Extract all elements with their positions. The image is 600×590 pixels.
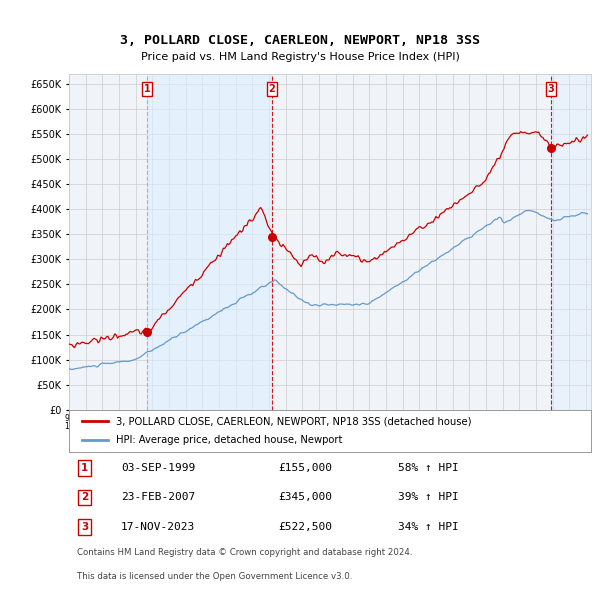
- Text: £345,000: £345,000: [278, 493, 332, 503]
- Text: This data is licensed under the Open Government Licence v3.0.: This data is licensed under the Open Gov…: [77, 572, 352, 581]
- Bar: [551, 74, 591, 409]
- Text: 39% ↑ HPI: 39% ↑ HPI: [398, 493, 458, 503]
- Text: Price paid vs. HM Land Registry's House Price Index (HPI): Price paid vs. HM Land Registry's House …: [140, 52, 460, 61]
- Text: 2: 2: [268, 84, 275, 94]
- Text: 3, POLLARD CLOSE, CAERLEON, NEWPORT, NP18 3SS: 3, POLLARD CLOSE, CAERLEON, NEWPORT, NP1…: [120, 34, 480, 47]
- Text: 1: 1: [81, 463, 88, 473]
- Text: Contains HM Land Registry data © Crown copyright and database right 2024.: Contains HM Land Registry data © Crown c…: [77, 548, 412, 557]
- Text: 03-SEP-1999: 03-SEP-1999: [121, 463, 196, 473]
- Text: HPI: Average price, detached house, Newport: HPI: Average price, detached house, Newp…: [116, 435, 343, 445]
- Text: 3, POLLARD CLOSE, CAERLEON, NEWPORT, NP18 3SS (detached house): 3, POLLARD CLOSE, CAERLEON, NEWPORT, NP1…: [116, 416, 472, 426]
- Text: 58% ↑ HPI: 58% ↑ HPI: [398, 463, 458, 473]
- Text: £155,000: £155,000: [278, 463, 332, 473]
- Text: 3: 3: [81, 522, 88, 532]
- Text: 17-NOV-2023: 17-NOV-2023: [121, 522, 196, 532]
- Bar: [147, 74, 272, 409]
- Text: 34% ↑ HPI: 34% ↑ HPI: [398, 522, 458, 532]
- Text: 2: 2: [81, 493, 88, 503]
- Text: 3: 3: [547, 84, 554, 94]
- Text: 23-FEB-2007: 23-FEB-2007: [121, 493, 196, 503]
- Text: £522,500: £522,500: [278, 522, 332, 532]
- Text: 1: 1: [143, 84, 150, 94]
